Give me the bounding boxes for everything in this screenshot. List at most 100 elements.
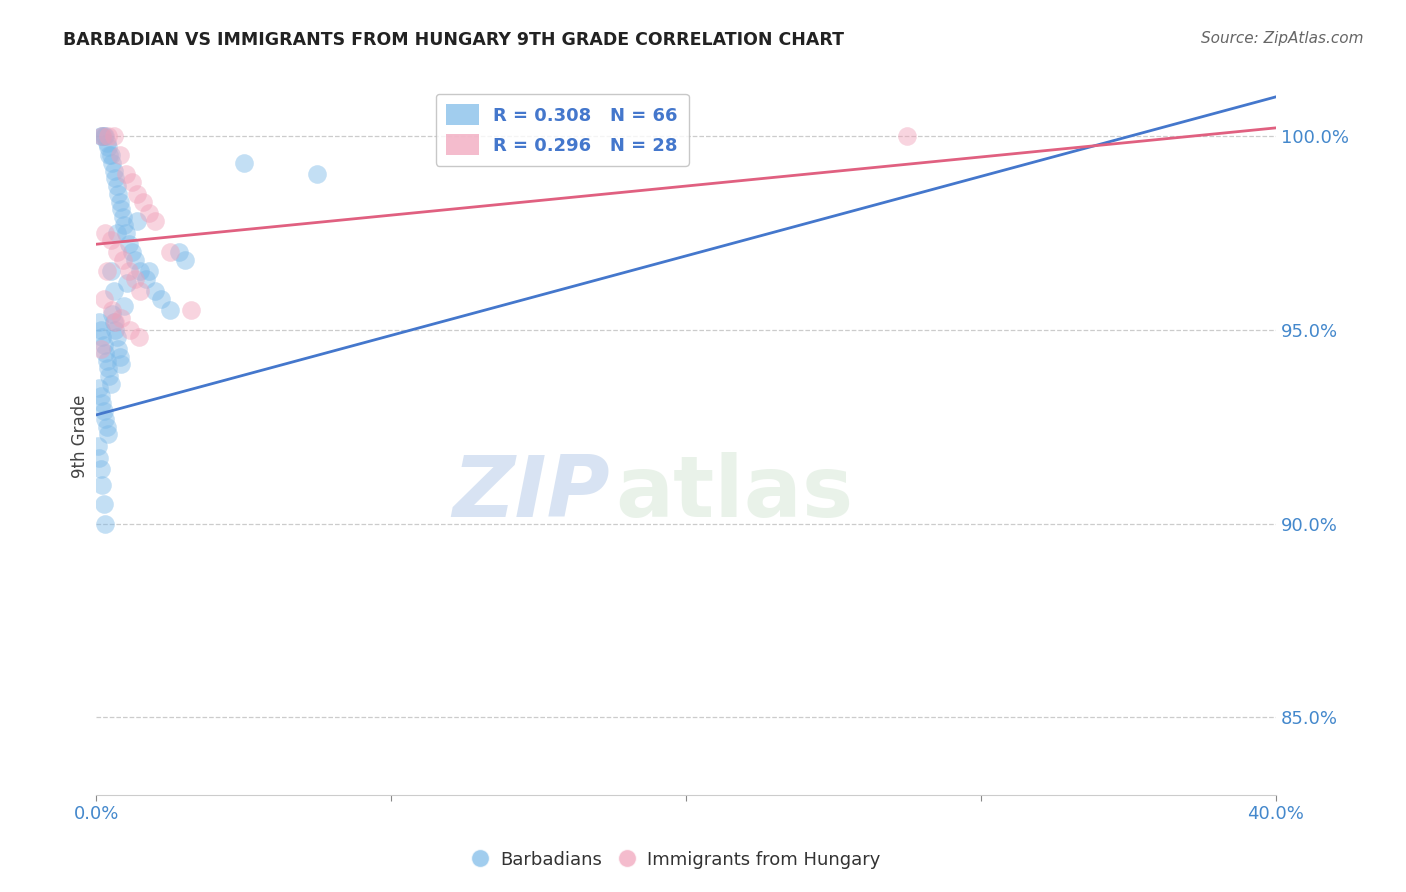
Point <box>91 396 114 410</box>
Point <box>101 155 124 169</box>
Point <box>159 245 181 260</box>
Point <box>124 252 146 267</box>
Point <box>127 214 149 228</box>
Point <box>127 186 149 201</box>
Point <box>91 477 114 491</box>
Point <box>90 462 112 476</box>
Point <box>97 427 120 442</box>
Point <box>159 303 181 318</box>
Point <box>93 292 115 306</box>
Point <box>94 128 117 143</box>
Point <box>90 342 112 356</box>
Point <box>100 148 122 162</box>
Point <box>94 346 117 360</box>
Point <box>89 381 111 395</box>
Point <box>96 353 118 368</box>
Point <box>90 128 112 143</box>
Point <box>103 128 125 143</box>
Point <box>129 264 152 278</box>
Point <box>115 276 138 290</box>
Point <box>103 284 125 298</box>
Point <box>93 128 115 143</box>
Point <box>89 450 111 465</box>
Point <box>90 322 112 336</box>
Point <box>111 210 134 224</box>
Point <box>173 252 195 267</box>
Point <box>103 315 125 329</box>
Point <box>96 136 118 151</box>
Point <box>114 168 136 182</box>
Point <box>121 175 143 189</box>
Point <box>93 497 115 511</box>
Point <box>107 186 129 201</box>
Point <box>105 245 128 260</box>
Point <box>110 310 132 325</box>
Point <box>138 264 160 278</box>
Point <box>232 155 254 169</box>
Point <box>108 350 131 364</box>
Point <box>117 264 139 278</box>
Point <box>94 412 117 426</box>
Point <box>112 299 135 313</box>
Point <box>96 264 118 278</box>
Point <box>108 148 131 162</box>
Point <box>100 376 122 391</box>
Point <box>124 272 146 286</box>
Point <box>94 226 117 240</box>
Point <box>107 342 129 356</box>
Point <box>117 237 139 252</box>
Point <box>97 128 120 143</box>
Point <box>167 245 190 260</box>
Point <box>121 245 143 260</box>
Point <box>104 171 127 186</box>
Point <box>105 179 128 194</box>
Point <box>128 330 150 344</box>
Point <box>114 226 136 240</box>
Point <box>86 439 108 453</box>
Point <box>100 233 122 247</box>
Y-axis label: 9th Grade: 9th Grade <box>72 394 89 478</box>
Point <box>896 128 918 143</box>
Point <box>104 315 127 329</box>
Point <box>93 404 115 418</box>
Point <box>129 284 152 298</box>
Point <box>100 264 122 278</box>
Point <box>110 358 132 372</box>
Point <box>89 315 111 329</box>
Point <box>307 168 329 182</box>
Point <box>120 322 142 336</box>
Point <box>101 307 124 321</box>
Point <box>143 214 166 228</box>
Point <box>180 303 202 318</box>
Point <box>98 369 121 384</box>
Text: Source: ZipAtlas.com: Source: ZipAtlas.com <box>1201 31 1364 46</box>
Text: atlas: atlas <box>616 452 853 535</box>
Point <box>112 218 135 232</box>
Legend: R = 0.308   N = 66, R = 0.296   N = 28: R = 0.308 N = 66, R = 0.296 N = 28 <box>436 94 689 166</box>
Point <box>93 338 115 352</box>
Point <box>91 330 114 344</box>
Point <box>150 292 173 306</box>
Point <box>110 202 132 217</box>
Point <box>105 226 128 240</box>
Point <box>94 516 117 531</box>
Point <box>90 388 112 402</box>
Point <box>103 163 125 178</box>
Point <box>132 194 155 209</box>
Point <box>135 272 157 286</box>
Point <box>108 194 131 209</box>
Legend: Barbadians, Immigrants from Hungary: Barbadians, Immigrants from Hungary <box>463 844 887 876</box>
Point <box>104 322 127 336</box>
Point <box>111 252 134 267</box>
Text: BARBADIAN VS IMMIGRANTS FROM HUNGARY 9TH GRADE CORRELATION CHART: BARBADIAN VS IMMIGRANTS FROM HUNGARY 9TH… <box>63 31 844 49</box>
Point <box>101 303 124 318</box>
Point <box>105 330 128 344</box>
Point <box>143 284 166 298</box>
Point <box>97 140 120 154</box>
Point <box>98 148 121 162</box>
Point <box>96 419 118 434</box>
Point <box>91 128 114 143</box>
Text: ZIP: ZIP <box>451 452 609 535</box>
Point <box>97 361 120 376</box>
Point <box>138 206 160 220</box>
